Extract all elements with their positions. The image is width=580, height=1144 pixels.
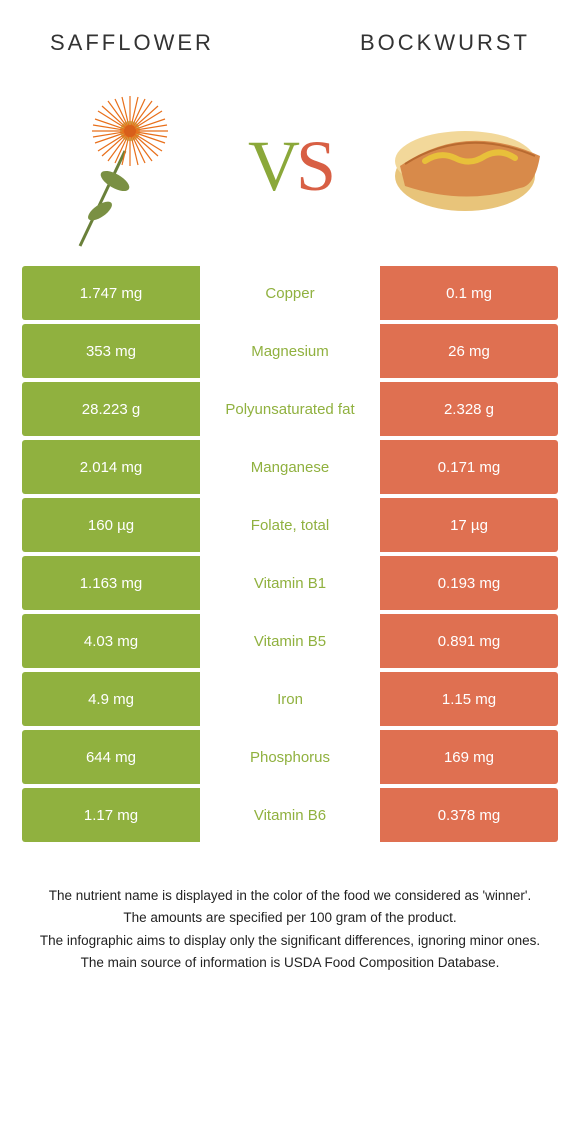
nutrient-name: Iron <box>200 672 380 726</box>
table-row: 160 µgFolate, total17 µg <box>22 498 558 552</box>
table-row: 1.747 mgCopper0.1 mg <box>22 266 558 320</box>
left-value: 644 mg <box>22 730 200 784</box>
left-value: 1.17 mg <box>22 788 200 842</box>
safflower-icon <box>30 81 200 251</box>
nutrient-name: Magnesium <box>200 324 380 378</box>
table-row: 2.014 mgManganese0.171 mg <box>22 440 558 494</box>
header: Safflower Bockwurst <box>0 0 580 66</box>
bockwurst-image <box>380 81 550 251</box>
safflower-image <box>30 81 200 251</box>
nutrient-name: Copper <box>200 266 380 320</box>
nutrient-name: Folate, total <box>200 498 380 552</box>
right-value: 0.378 mg <box>380 788 558 842</box>
nutrient-name: Vitamin B6 <box>200 788 380 842</box>
right-value: 1.15 mg <box>380 672 558 726</box>
left-value: 28.223 g <box>22 382 200 436</box>
footer-line-4: The main source of information is USDA F… <box>30 953 550 973</box>
left-value: 160 µg <box>22 498 200 552</box>
comparison-table: 1.747 mgCopper0.1 mg353 mgMagnesium26 mg… <box>0 266 580 842</box>
right-value: 0.171 mg <box>380 440 558 494</box>
table-row: 4.9 mgIron1.15 mg <box>22 672 558 726</box>
left-value: 1.163 mg <box>22 556 200 610</box>
right-value: 26 mg <box>380 324 558 378</box>
left-value: 4.03 mg <box>22 614 200 668</box>
right-title: Bockwurst <box>360 30 530 56</box>
nutrient-name: Polyunsaturated fat <box>200 382 380 436</box>
right-value: 17 µg <box>380 498 558 552</box>
nutrient-name: Manganese <box>200 440 380 494</box>
nutrient-name: Vitamin B1 <box>200 556 380 610</box>
vs-s: S <box>296 126 332 206</box>
table-row: 644 mgPhosphorus169 mg <box>22 730 558 784</box>
left-title: Safflower <box>50 30 214 56</box>
nutrient-name: Phosphorus <box>200 730 380 784</box>
footer-line-2: The amounts are specified per 100 gram o… <box>30 908 550 928</box>
right-value: 0.891 mg <box>380 614 558 668</box>
vs-v: V <box>248 126 296 206</box>
table-row: 28.223 gPolyunsaturated fat2.328 g <box>22 382 558 436</box>
left-value: 2.014 mg <box>22 440 200 494</box>
right-value: 169 mg <box>380 730 558 784</box>
table-row: 353 mgMagnesium26 mg <box>22 324 558 378</box>
table-row: 1.163 mgVitamin B10.193 mg <box>22 556 558 610</box>
nutrient-name: Vitamin B5 <box>200 614 380 668</box>
footer-line-3: The infographic aims to display only the… <box>30 931 550 951</box>
vs-label: VS <box>248 125 332 208</box>
right-value: 0.1 mg <box>380 266 558 320</box>
left-value: 4.9 mg <box>22 672 200 726</box>
right-value: 2.328 g <box>380 382 558 436</box>
footer: The nutrient name is displayed in the co… <box>0 846 580 973</box>
left-value: 353 mg <box>22 324 200 378</box>
footer-line-1: The nutrient name is displayed in the co… <box>30 886 550 906</box>
right-value: 0.193 mg <box>380 556 558 610</box>
bockwurst-icon <box>380 106 550 226</box>
table-row: 1.17 mgVitamin B60.378 mg <box>22 788 558 842</box>
left-value: 1.747 mg <box>22 266 200 320</box>
table-row: 4.03 mgVitamin B50.891 mg <box>22 614 558 668</box>
hero: VS <box>0 66 580 266</box>
